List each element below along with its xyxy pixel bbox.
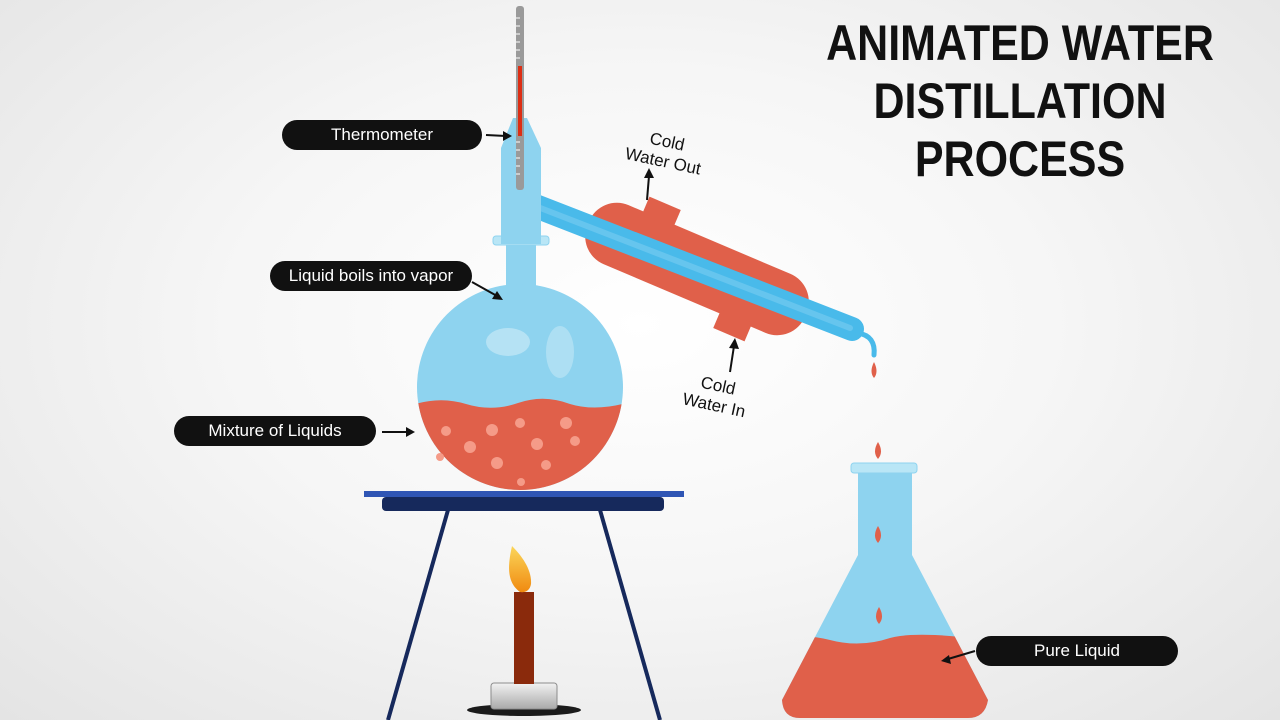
label-vapor: Liquid boils into vapor	[270, 261, 472, 291]
droplets	[871, 362, 882, 624]
tripod-stand	[364, 491, 684, 720]
label-pure-liquid: Pure Liquid	[976, 636, 1178, 666]
boiling-bubbles	[436, 417, 580, 486]
label-thermometer: Thermometer	[282, 120, 482, 150]
page-title: ANIMATED WATER DISTILLATION PROCESS	[796, 14, 1243, 188]
bunsen-burner	[467, 592, 581, 716]
conical-flask	[782, 462, 988, 718]
title-line-2: DISTILLATION PROCESS	[873, 73, 1167, 187]
label-mixture: Mixture of Liquids	[174, 416, 376, 446]
title-line-1: ANIMATED WATER	[826, 15, 1214, 71]
thermometer	[516, 6, 524, 190]
condenser	[508, 188, 877, 358]
flame-icon	[509, 546, 532, 593]
pointer-arrows	[382, 131, 976, 664]
